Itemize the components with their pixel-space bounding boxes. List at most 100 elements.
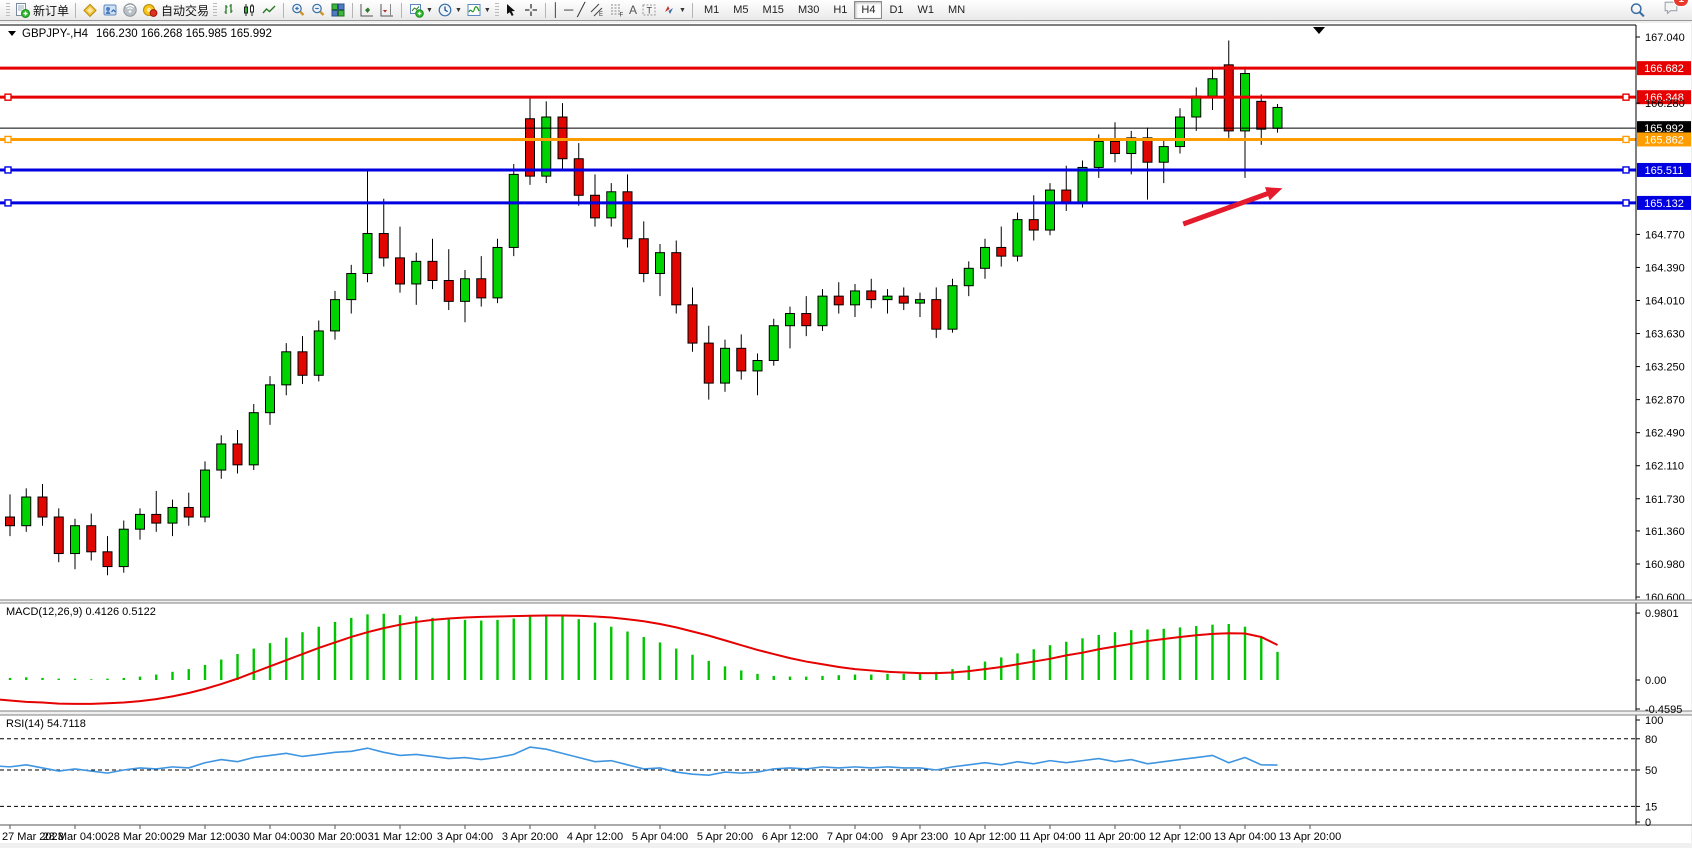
vertical-line-button[interactable]: │ [550,1,562,20]
separator [401,2,403,18]
macd-tick-label: -0.4595 [1645,704,1682,716]
timeframe-button-H4[interactable]: H4 [854,1,883,19]
candle-body [622,191,633,240]
date-label: 27 Mar 2023 [2,831,64,843]
price-badge-text: 166.348 [1644,92,1684,104]
new-order-button[interactable]: 新订单 [12,1,71,20]
tile-windows-button[interactable] [328,1,348,20]
text-label-button[interactable]: T [639,1,659,20]
price-badge [1637,162,1691,177]
rsi-tick-label: 0 [1645,817,1651,829]
compass-button[interactable] [80,1,100,20]
signal-icon [123,3,137,17]
candle-body [395,257,405,285]
symbol-dropdown-icon[interactable] [8,31,16,36]
line-handle[interactable] [4,135,12,144]
bar-chart-button[interactable] [219,1,239,20]
crosshair-button[interactable] [521,1,541,20]
candle-chart-button[interactable] [239,1,259,20]
svg-text:E: E [599,12,603,18]
zoom-out-button[interactable] [308,1,328,20]
timeframe-button-M30[interactable]: M30 [797,4,820,16]
line-handle[interactable] [1622,166,1630,174]
auto-scroll-button[interactable] [357,1,377,20]
date-label: 11 Apr 20:00 [1084,831,1146,843]
candle-body [768,325,779,361]
candle-body [866,290,877,301]
timeframe-button-D1[interactable]: D1 [889,4,904,16]
channel-button[interactable]: E [587,1,607,20]
autotrade-button[interactable]: 自动交易 [140,1,211,20]
rsi-line [0,746,1278,777]
candle-body [1012,219,1023,257]
line-handle[interactable] [4,93,12,101]
search-icon[interactable] [1629,2,1646,19]
price-tick-label: 161.730 [1645,494,1685,506]
chart-shift-button[interactable] [377,1,397,20]
timeframe-button-M5[interactable]: M5 [733,4,749,16]
line-handle[interactable] [1622,135,1630,144]
candle-body [1158,146,1169,163]
profile-button[interactable] [100,1,120,20]
timeframe-button-MN[interactable]: MN [948,4,966,16]
date-label: 4 Apr 12:00 [567,831,623,843]
fibonacci-button[interactable]: F [607,1,627,20]
svg-text:T: T [647,6,653,16]
horizontal-line-button[interactable]: ─ [562,1,575,20]
periods-button[interactable]: ▼ [435,1,464,20]
line-handle[interactable] [1622,93,1630,101]
chevron-down-icon: ▼ [483,6,491,14]
chat-button[interactable]: 1 [1662,0,1689,21]
line-chart-button[interactable] [259,1,279,20]
price-tick-label: 162.110 [1645,461,1684,473]
candle-body [736,347,747,372]
macd-tick-label: 0.00 [1645,675,1666,687]
signal-button[interactable] [120,1,140,20]
timeframe-button-H1[interactable]: H1 [833,4,848,16]
price-tick-label: 164.390 [1645,262,1685,274]
candle-body [573,158,584,196]
line-handle[interactable] [1622,199,1630,207]
indicators-button[interactable]: ▼ [464,1,493,20]
timeframe-button-M15[interactable]: M15 [762,4,784,16]
text-button[interactable]: A [627,1,639,20]
price-badge [1637,121,1691,136]
candle-body [557,116,568,160]
channel-icon: E [590,3,603,18]
notification-badge: 1 [1673,0,1689,7]
candle-body [1142,137,1153,163]
new-chart-button[interactable]: ▼ [406,1,435,20]
separator [352,2,354,18]
candle-body [785,313,795,327]
candle-body [297,351,308,376]
line-handle[interactable] [4,166,12,174]
candle-body [1077,166,1088,203]
candle-body [508,173,519,248]
arrows-button[interactable]: ▼ [659,1,688,20]
chart-shift-marker[interactable] [1313,27,1325,34]
price-badge-text: 165.511 [1645,165,1684,177]
date-label: 28 Mar 04:00 [43,831,108,843]
zoom-in-icon [292,3,305,16]
price-badge-text: 166.682 [1644,63,1684,75]
annotation-arrow[interactable] [1182,187,1283,227]
candle-body [265,384,275,414]
auto-scroll-icon [360,4,374,17]
candle-body [248,412,259,466]
candle-body [86,525,97,553]
candle-body [1256,100,1267,130]
timeframe-button-M1[interactable]: M1 [703,4,720,16]
line-handle[interactable] [4,199,12,207]
zoom-in-button[interactable] [288,1,308,20]
separator [544,2,546,18]
trendline-button[interactable]: ╱ [575,1,587,20]
candle-body [980,246,990,269]
price-badge [1637,132,1691,147]
candle-body [151,513,162,524]
timeframe-button-W1[interactable]: W1 [917,4,935,16]
candle-body [1110,140,1120,155]
candle-body [1272,106,1283,129]
chart-title: GBPJPY-,H4 166.230 166.268 165.985 165.99… [22,28,272,40]
candle-body [313,330,324,376]
cursor-button[interactable] [501,1,521,20]
